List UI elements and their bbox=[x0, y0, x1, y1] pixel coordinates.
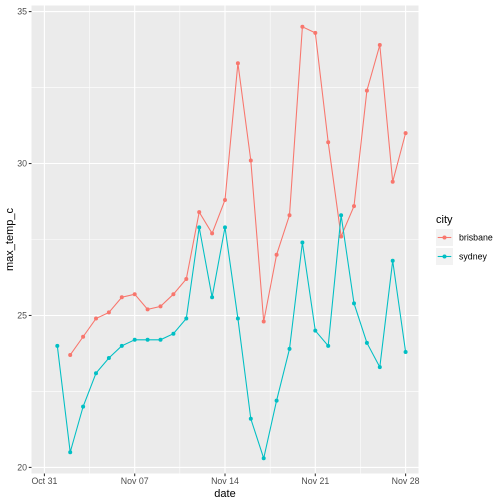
data-point-brisbane bbox=[158, 304, 163, 309]
data-point-brisbane bbox=[274, 252, 279, 257]
data-point-sydney bbox=[352, 301, 356, 306]
x-tick-label: Nov 28 bbox=[392, 476, 420, 486]
data-point-brisbane bbox=[326, 140, 331, 145]
x-axis-title: date bbox=[214, 488, 235, 500]
legend-label-brisbane: brisbane bbox=[459, 233, 493, 243]
data-point-sydney bbox=[119, 343, 124, 348]
data-point-sydney bbox=[171, 331, 176, 336]
data-point-sydney bbox=[403, 349, 408, 354]
data-point-sydney bbox=[377, 365, 382, 370]
data-point-sydney bbox=[68, 450, 73, 455]
data-point-sydney bbox=[287, 346, 292, 351]
data-point-brisbane bbox=[145, 307, 150, 312]
data-point-brisbane bbox=[119, 295, 124, 300]
data-point-brisbane bbox=[106, 310, 111, 315]
legend-title: city bbox=[436, 214, 453, 226]
legend: city brisbane sydney bbox=[436, 214, 493, 265]
data-point-brisbane bbox=[403, 131, 408, 136]
y-axis-title: max_temp_c bbox=[4, 208, 16, 271]
data-point-sydney bbox=[364, 340, 369, 345]
x-tick-label: Nov 21 bbox=[301, 476, 329, 486]
data-point-sydney bbox=[339, 213, 344, 218]
data-point-sydney bbox=[274, 398, 279, 403]
data-point-sydney bbox=[390, 258, 395, 263]
data-point-sydney bbox=[184, 316, 189, 321]
legend-key-point bbox=[442, 235, 447, 240]
data-point-brisbane bbox=[313, 30, 318, 35]
data-point-sydney bbox=[210, 295, 215, 300]
legend-key-brisbane: brisbane bbox=[436, 229, 493, 246]
data-point-sydney bbox=[300, 240, 305, 245]
data-point-sydney bbox=[106, 356, 111, 361]
y-tick-label: 20 bbox=[17, 463, 27, 473]
data-point-brisbane bbox=[339, 234, 344, 239]
data-point-sydney bbox=[145, 337, 150, 342]
data-point-sydney bbox=[223, 225, 227, 230]
data-point-brisbane bbox=[390, 179, 395, 184]
x-tick-label: Nov 14 bbox=[211, 476, 239, 486]
data-point-brisbane bbox=[248, 158, 253, 163]
data-point-brisbane bbox=[377, 43, 382, 48]
data-point-sydney bbox=[313, 328, 318, 333]
legend-key-sydney: sydney bbox=[436, 248, 487, 265]
data-point-brisbane bbox=[184, 277, 189, 282]
y-tick-label: 25 bbox=[17, 311, 27, 321]
y-axis: 20 25 30 35 bbox=[17, 7, 32, 473]
data-point-sydney bbox=[94, 371, 98, 376]
x-tick-label: Nov 07 bbox=[121, 476, 149, 486]
series-line-sydney bbox=[56, 215, 407, 461]
y-tick-label: 30 bbox=[17, 159, 27, 169]
data-point-sydney bbox=[81, 404, 86, 409]
data-point-sydney bbox=[158, 337, 163, 342]
data-point-brisbane bbox=[300, 24, 305, 29]
data-point-brisbane bbox=[171, 292, 176, 297]
data-point-brisbane bbox=[261, 319, 266, 324]
data-point-brisbane bbox=[287, 213, 292, 218]
data-point-brisbane bbox=[81, 334, 86, 339]
x-axis: Oct 31 Nov 07 Nov 14 Nov 21 Nov 28 bbox=[31, 473, 420, 486]
data-point-sydney bbox=[55, 343, 60, 348]
major-gridlines bbox=[31, 5, 419, 474]
data-point-brisbane bbox=[68, 352, 73, 357]
data-point-sydney bbox=[248, 416, 253, 421]
data-point-sydney bbox=[261, 456, 266, 461]
series-layer bbox=[55, 24, 408, 461]
data-point-brisbane bbox=[132, 292, 137, 297]
legend-label-sydney: sydney bbox=[459, 252, 487, 262]
legend-key-point bbox=[442, 254, 447, 259]
data-point-sydney bbox=[197, 225, 202, 230]
data-point-brisbane bbox=[197, 210, 202, 215]
data-point-brisbane bbox=[223, 197, 227, 202]
x-tick-label: Oct 31 bbox=[31, 476, 57, 486]
data-point-sydney bbox=[132, 337, 137, 342]
y-tick-label: 35 bbox=[17, 7, 27, 17]
data-point-brisbane bbox=[94, 316, 98, 321]
data-point-brisbane bbox=[210, 231, 215, 236]
data-point-sydney bbox=[326, 343, 331, 348]
data-point-brisbane bbox=[352, 204, 356, 209]
data-point-sydney bbox=[235, 316, 240, 321]
data-point-brisbane bbox=[364, 88, 369, 93]
data-point-brisbane bbox=[235, 61, 240, 66]
